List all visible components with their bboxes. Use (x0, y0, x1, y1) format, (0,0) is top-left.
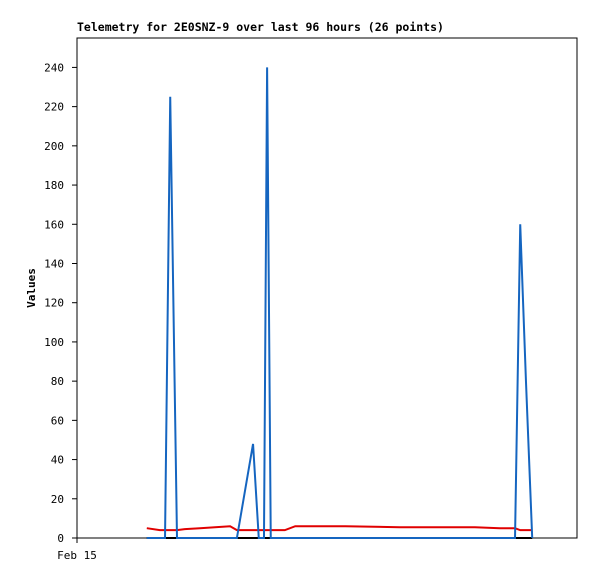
y-tick-label: 180 (44, 179, 64, 192)
series-line (146, 67, 534, 539)
chart-title: Telemetry for 2E0SNZ-9 over last 96 hour… (77, 20, 444, 34)
series-line (146, 525, 533, 532)
y-tick-label: 200 (44, 140, 64, 153)
y-tick-label: 20 (51, 493, 64, 506)
y-axis-label: Values (25, 268, 38, 308)
y-tick-label: 80 (51, 375, 64, 388)
y-tick-label: 240 (44, 61, 64, 74)
y-tick-label: 0 (57, 532, 64, 545)
plot-frame (76, 37, 578, 539)
y-tick-label: 120 (44, 297, 64, 310)
y-tick-label: 220 (44, 101, 64, 114)
y-tick-label: 60 (51, 414, 64, 427)
y-tick-label: 100 (44, 336, 64, 349)
x-tick-label: Feb 15 (57, 549, 97, 562)
y-tick-label: 160 (44, 218, 64, 231)
y-tick-label: 40 (51, 454, 64, 467)
y-tick-label: 140 (44, 257, 64, 270)
